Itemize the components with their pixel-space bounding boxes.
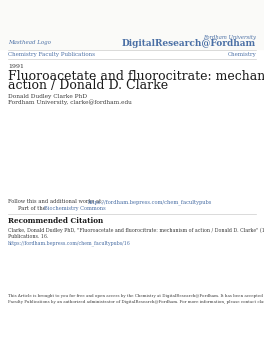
Bar	[0, 0, 264, 49]
Text: Chemistry: Chemistry	[227, 53, 256, 57]
Text: Biochemistry Commons: Biochemistry Commons	[44, 206, 106, 210]
Text: 1991: 1991	[8, 64, 24, 69]
Text: Chemistry Faculty Publications: Chemistry Faculty Publications	[8, 53, 95, 57]
Text: Donald Dudley Clarke PhD: Donald Dudley Clarke PhD	[8, 94, 87, 99]
Text: Follow this and additional works at:: Follow this and additional works at:	[8, 199, 105, 204]
Text: Fluoroacetate and fluorocitrate: mechanism of: Fluoroacetate and fluorocitrate: mechani…	[8, 70, 264, 83]
Text: Masthead Logo: Masthead Logo	[8, 40, 51, 45]
Text: Fordham University, clarke@fordham.edu: Fordham University, clarke@fordham.edu	[8, 99, 132, 105]
Text: https://fordham.bepress.com/chem_facultypubs/16: https://fordham.bepress.com/chem_faculty…	[8, 240, 131, 246]
Text: Faculty Publications by an authorized administrator of DigitalResearch@Fordham. : Faculty Publications by an authorized ad…	[8, 300, 264, 304]
Text: Publications. 16.: Publications. 16.	[8, 234, 48, 239]
Text: This Article is brought to you for free and open access by the Chemistry at Digi: This Article is brought to you for free …	[8, 294, 264, 298]
Text: Fordham University: Fordham University	[203, 35, 256, 40]
Text: DigitalResearch@Fordham: DigitalResearch@Fordham	[122, 39, 256, 48]
Text: action / Donald D. Clarke: action / Donald D. Clarke	[8, 79, 168, 92]
Text: Part of the: Part of the	[18, 206, 47, 210]
Text: https://fordham.bepress.com/chem_facultypubs: https://fordham.bepress.com/chem_faculty…	[88, 199, 212, 205]
Text: Recommended Citation: Recommended Citation	[8, 217, 103, 225]
Text: Clarke, Donald Dudley PhD, "Fluoroacetate and fluorocitrate: mechanism of action: Clarke, Donald Dudley PhD, "Fluoroacetat…	[8, 228, 264, 234]
